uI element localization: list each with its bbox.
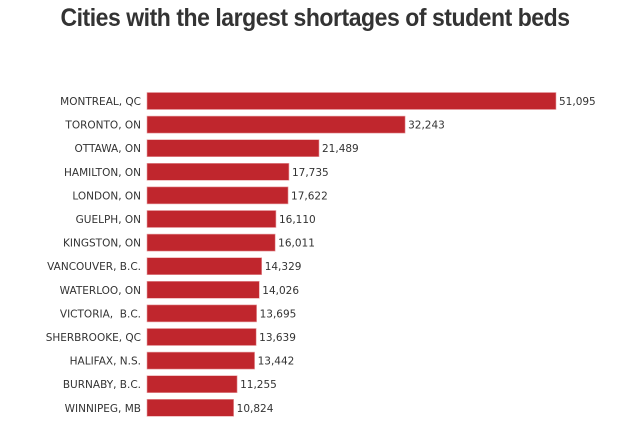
bar [146,92,557,110]
bar [146,280,260,299]
bar [146,163,290,181]
value-label: 13,695 [260,308,297,320]
bar [146,304,257,323]
category-label: OTTAWA, ON [75,143,142,155]
category-label: VICTORIA, B.C. [60,308,141,320]
value-label: 14,329 [265,261,302,273]
value-label: 13,639 [259,332,296,344]
bar [146,257,262,276]
value-label: 32,243 [408,120,445,132]
value-label: 21,489 [322,143,359,155]
value-label: 13,442 [258,356,295,368]
category-label: WINNIPEG, MB [65,403,141,415]
category-label: GUELPH, ON [76,214,141,226]
category-label: TORONTO, ON [64,120,141,132]
value-label: 16,110 [279,214,316,226]
value-label: 17,622 [291,190,328,202]
bar [146,328,257,346]
bar [146,398,234,417]
bar [146,115,406,134]
value-label: 10,824 [237,403,274,415]
value-label: 17,735 [292,167,329,179]
value-label: 14,026 [262,285,299,297]
category-label: MONTREAL, QC [60,96,141,108]
chart-title: Cities with the largest shortages of stu… [60,4,570,32]
category-label: LONDON, ON [72,190,141,202]
category-label: WATERLOO, ON [60,285,141,297]
value-label: 51,095 [559,96,596,108]
value-label: 16,011 [278,238,315,250]
bar [146,233,276,252]
category-label: SHERBROOKE, QC [46,332,141,344]
bar [146,186,289,205]
category-label: BURNABY, B.C. [63,379,141,391]
category-label: KINGSTON, ON [63,238,141,250]
bar [146,139,320,157]
bar [146,351,255,370]
value-label: 11,255 [240,379,277,391]
category-label: VANCOUVER, B.C. [47,261,141,273]
bar [146,375,238,394]
category-label: HAMILTON, ON [64,167,141,179]
bar [146,210,277,228]
category-label: HALIFAX, N.S. [70,356,141,368]
